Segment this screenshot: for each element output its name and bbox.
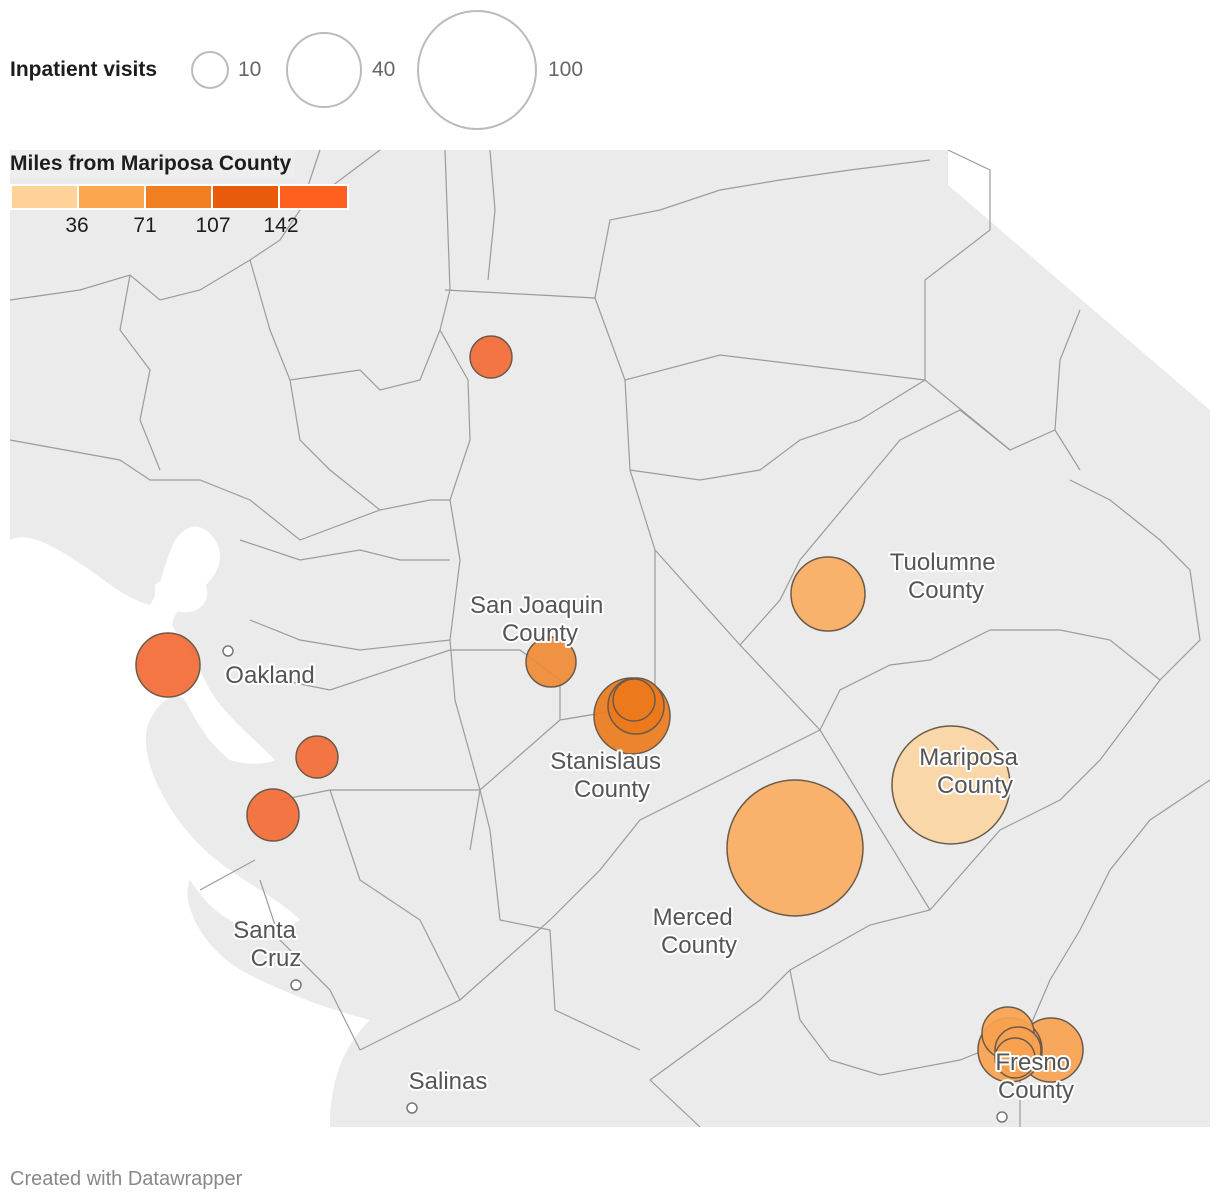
hospital-bubble[interactable] [295,735,339,779]
hospital-bubble[interactable] [525,636,577,688]
hospital-bubble[interactable] [469,335,513,379]
hospital-bubble[interactable] [135,632,201,698]
hospital-bubble[interactable] [994,1037,1036,1079]
label-fresno: Fresno County [995,1049,1076,1104]
size-legend-circle-10 [191,51,229,89]
land-area [10,150,1210,1127]
color-legend-tick: 107 [195,214,231,237]
size-legend-label-100: 100 [548,58,584,81]
size-legend-circle-40 [286,32,362,108]
bay-water-north [155,574,208,613]
hospital-bubble[interactable] [790,556,866,632]
size-legend-circle-100 [417,10,537,130]
size-legend-label-40: 40 [372,58,396,81]
size-legend-circles [191,10,537,130]
color-legend-swatch [213,186,280,208]
hospital-bubble[interactable] [246,788,300,842]
place-dots [222,645,1008,1123]
color-legend-tick: 71 [133,214,157,237]
label-salinas: Salinas [409,1068,488,1095]
color-legend: Miles from Mariposa County 36 71 107 142 [10,150,370,237]
label-oakland: Oakland [225,662,314,689]
fresno-dot [996,1111,1008,1123]
map-labels: Tuolumne County San Joaquin County Oakla… [223,547,1076,1106]
hospital-bubble[interactable] [891,725,1011,845]
color-legend-tick: 36 [65,214,89,237]
hospital-bubbles [135,335,1084,1083]
color-legend-tick: 142 [263,214,299,237]
color-legend-swatch [12,186,79,208]
santa-cruz-dot [290,979,302,991]
size-legend-label-10: 10 [238,58,262,81]
footer-credit[interactable]: Created with Datawrapper [10,1168,243,1190]
bay-water [10,526,370,1127]
color-legend-bar [10,184,349,210]
color-legend-swatch [280,186,347,208]
label-tuolumne: Tuolumne County [890,549,1003,604]
color-legend-swatch [79,186,146,208]
size-legend: Inpatient visits 10 40 100 [10,8,630,132]
color-legend-swatch [146,186,213,208]
label-merced: Merced County [653,904,740,959]
label-mariposa: Mariposa County [919,744,1024,799]
label-santa-cruz: Santa Cruz [233,917,302,972]
size-legend-title: Inpatient visits [10,58,158,81]
color-legend-title: Miles from Mariposa County [10,150,296,178]
hospital-bubble[interactable] [612,678,656,722]
label-stanislaus: Stanislaus County [550,748,667,803]
label-san-joaquin: San Joaquin County [470,592,610,647]
salinas-dot [406,1102,418,1114]
hospital-bubble[interactable] [726,779,864,917]
oakland-dot [222,645,234,657]
county-borders [9,149,1211,1128]
